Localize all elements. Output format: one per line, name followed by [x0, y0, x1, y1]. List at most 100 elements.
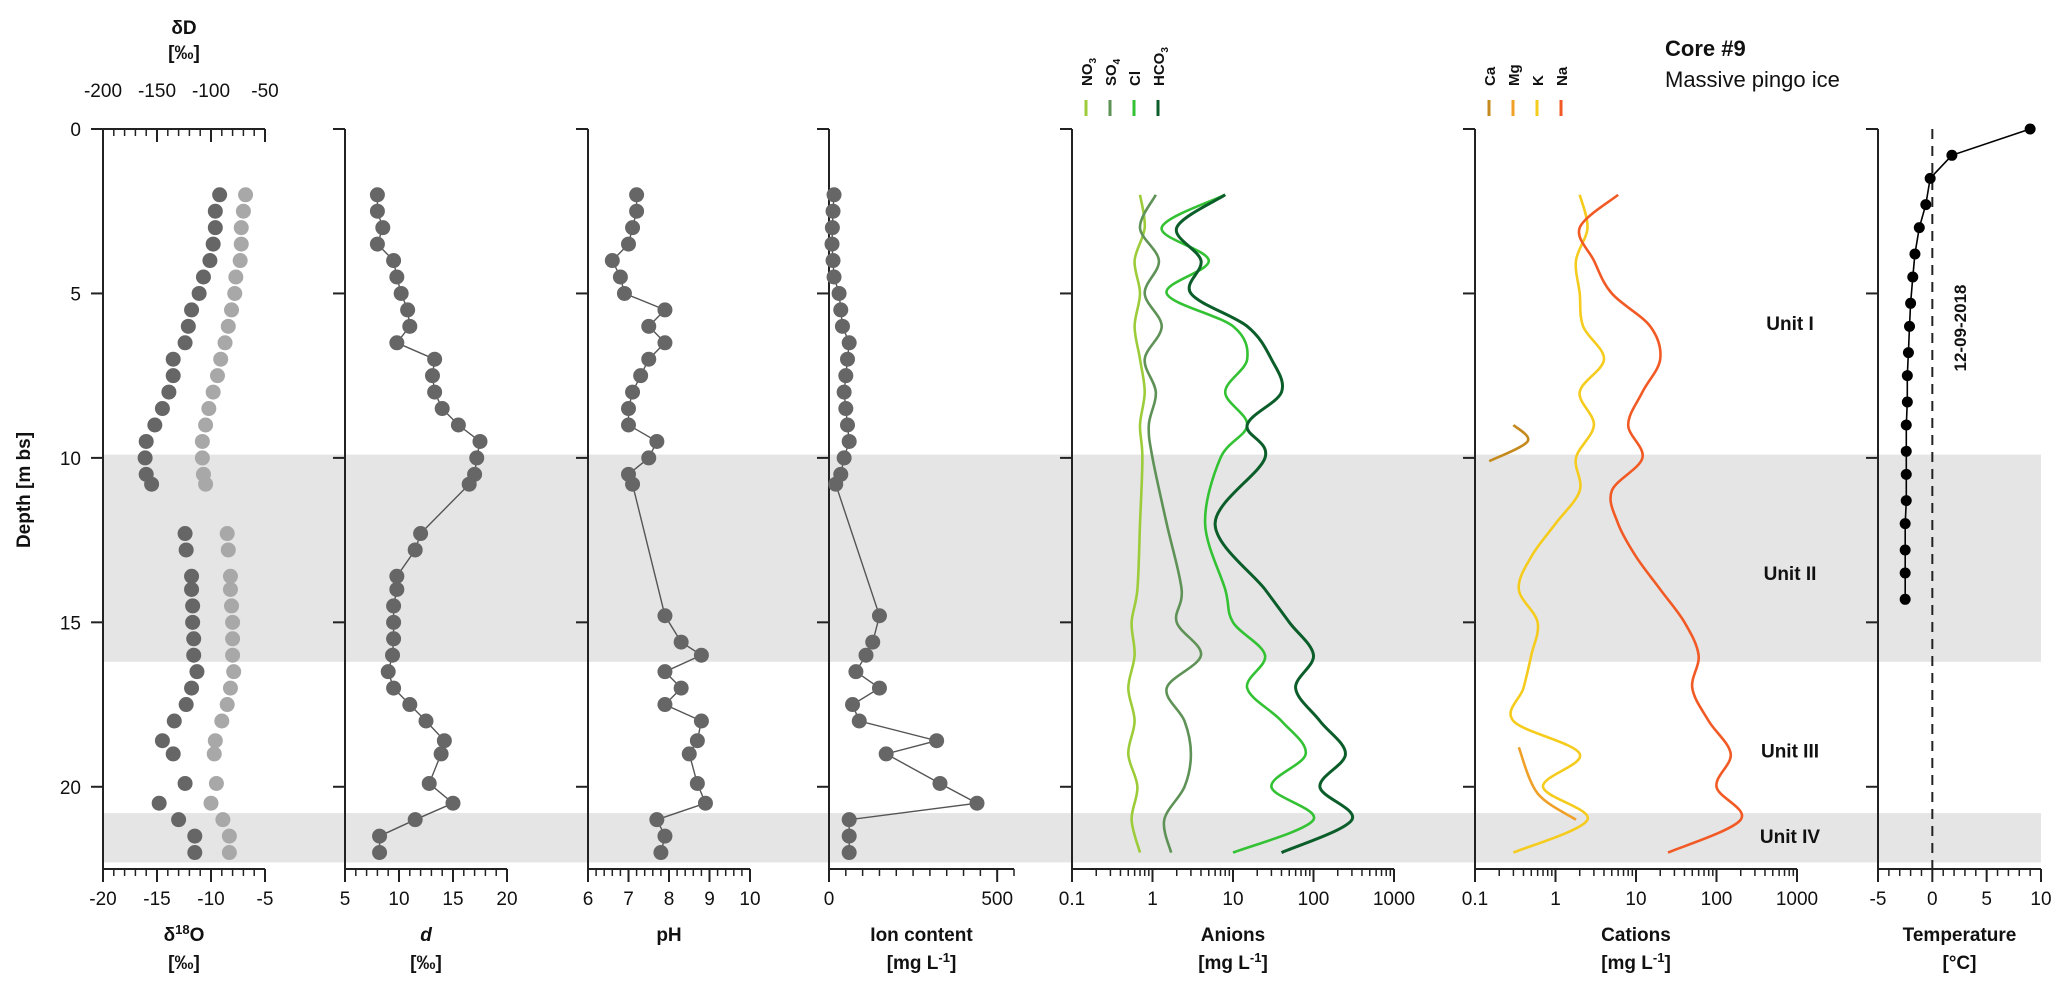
- data-point: [178, 542, 194, 558]
- x-axis-unit: [mg L-1]: [1601, 950, 1671, 974]
- panel-4: 0 500 Ion content [mg L-1]: [817, 128, 1015, 974]
- series-curve: [1577, 193, 1744, 854]
- x-tick-label: 10: [1222, 889, 1243, 910]
- data-point: [217, 335, 233, 351]
- data-point: [385, 647, 401, 663]
- series-curve: [1138, 194, 1203, 853]
- data-point: [824, 236, 840, 252]
- data-point: [225, 614, 241, 630]
- data-point: [369, 236, 385, 252]
- panel-2: 5 10 15 20 d [‰]: [333, 128, 518, 974]
- data-point: [840, 417, 855, 433]
- data-point: [224, 302, 240, 318]
- data-point: [673, 680, 689, 696]
- x-tick-label: 1000: [1373, 889, 1415, 910]
- data-point: [220, 318, 236, 334]
- data-point: [1900, 419, 1912, 431]
- panel-3: 6 7 8 9 10 pH: [576, 128, 761, 946]
- data-point: [386, 253, 402, 269]
- data-point: [372, 828, 388, 844]
- data-point: [380, 664, 396, 680]
- data-point: [1920, 199, 1932, 211]
- x-tick-label: 100: [1298, 889, 1330, 910]
- data-point: [612, 269, 628, 285]
- data-point: [369, 203, 385, 219]
- data-point: [616, 285, 632, 301]
- data-point: [191, 285, 207, 301]
- data-point: [198, 417, 214, 433]
- y-tick-label: 5: [70, 284, 81, 305]
- legend-label: Ca: [1482, 66, 1499, 86]
- data-point: [185, 598, 201, 614]
- x-tick-label: -20: [89, 889, 116, 910]
- data-point: [826, 187, 842, 203]
- data-point: [386, 614, 402, 630]
- y-tick-label: 10: [60, 449, 81, 470]
- data-point: [154, 733, 170, 749]
- data-point: [841, 845, 857, 861]
- data-point: [649, 433, 665, 449]
- data-point: [2024, 123, 2036, 135]
- top-tick-label: -100: [192, 81, 230, 102]
- data-point: [625, 384, 641, 400]
- data-point: [219, 526, 235, 542]
- x-axis-label: d: [420, 925, 432, 946]
- data-point: [389, 269, 405, 285]
- data-point: [836, 450, 852, 466]
- data-point: [427, 351, 443, 367]
- data-point: [225, 631, 241, 647]
- panel-6: 0.1 1 10 100 1000 Cations [mg L-1] Ca Mg K Na: [1462, 64, 1818, 974]
- top-tick-label: -50: [251, 81, 278, 102]
- data-point: [375, 220, 391, 236]
- data-point: [177, 526, 193, 542]
- x-axis-unit: [°C]: [1943, 953, 1977, 974]
- data-point: [434, 401, 450, 417]
- x-axis-label: Cations: [1601, 925, 1671, 946]
- x-tick-label: 1000: [1776, 889, 1818, 910]
- x-tick-label: 5: [340, 889, 351, 910]
- data-point: [1907, 271, 1919, 283]
- data-point: [220, 542, 236, 558]
- data-point: [1901, 396, 1913, 408]
- data-point: [194, 450, 210, 466]
- top-tick-label: -200: [84, 81, 122, 102]
- data-point: [221, 828, 237, 844]
- series-curve: [1488, 424, 1530, 463]
- data-point: [184, 581, 200, 597]
- legend-label: NO3: [1079, 58, 1099, 87]
- data-point: [825, 253, 841, 269]
- x-tick-label: 10: [2030, 889, 2051, 910]
- x-tick-label: 0: [824, 889, 835, 910]
- series-curve: [1509, 194, 1606, 854]
- series-Mg: [1517, 746, 1577, 821]
- x-axis-label: Anions: [1201, 925, 1265, 946]
- series-curve: [1174, 193, 1354, 854]
- data-point: [194, 433, 210, 449]
- x-tick-label: 0: [1927, 889, 1938, 910]
- x-tick-label: 10: [1625, 889, 1646, 910]
- data-point: [836, 384, 852, 400]
- data-point: [461, 476, 477, 492]
- data-point: [189, 664, 205, 680]
- data-point: [184, 680, 200, 696]
- data-point: [232, 253, 248, 269]
- x-tick-label: 7: [623, 889, 634, 910]
- data-point: [629, 187, 645, 203]
- data-point: [621, 401, 636, 417]
- data-point: [433, 746, 449, 762]
- data-point: [641, 351, 657, 367]
- data-point: [186, 631, 202, 647]
- series-d: [369, 187, 488, 861]
- data-point: [180, 318, 196, 334]
- legend-label: SO4: [1103, 58, 1123, 86]
- legend-label: Mg: [1506, 64, 1523, 86]
- data-point: [1899, 593, 1911, 605]
- data-point: [138, 433, 154, 449]
- data-point: [147, 417, 163, 433]
- legend-label: K: [1530, 75, 1547, 86]
- x-tick-label: 15: [442, 889, 463, 910]
- series-Ca: [1488, 424, 1530, 463]
- series-Cl: [1160, 193, 1316, 854]
- data-point: [653, 845, 669, 861]
